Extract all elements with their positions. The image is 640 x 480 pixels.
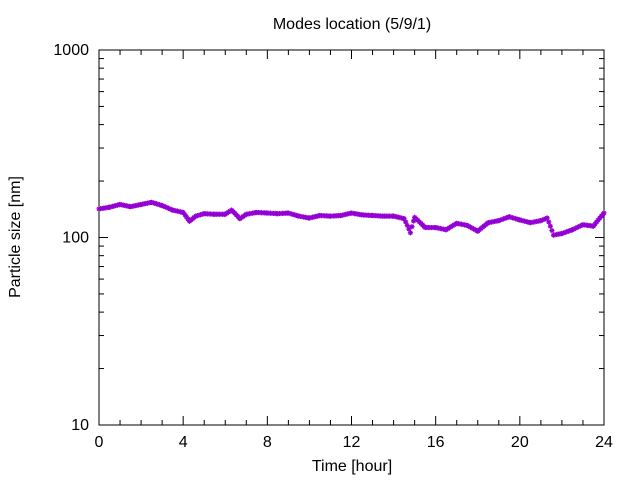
data-point: [541, 216, 547, 222]
data-point: [185, 216, 191, 222]
data-point: [538, 218, 544, 224]
data-point: [165, 205, 172, 211]
data-point: [401, 216, 407, 222]
y-axis-label: Particle size [nm]: [7, 176, 24, 298]
y-tick-label: 1000: [53, 42, 89, 59]
x-tick-label: 24: [595, 434, 613, 451]
data-point: [539, 217, 546, 223]
data-point: [406, 226, 412, 232]
x-tick-label: 8: [263, 434, 272, 451]
data-point: [410, 218, 417, 224]
x-tick-label: 20: [511, 434, 529, 451]
data-point: [549, 227, 555, 234]
data-point: [407, 230, 414, 236]
data-point: [164, 204, 170, 211]
chart-title: Modes location (5/9/1): [273, 16, 431, 33]
data-point: [601, 210, 607, 216]
data-point: [180, 209, 186, 216]
y-tick-label: 10: [71, 417, 89, 434]
data-point: [544, 215, 550, 221]
data-point: [546, 219, 552, 225]
x-tick-label: 4: [179, 434, 188, 451]
data-point: [167, 206, 173, 212]
data-point: [404, 222, 410, 229]
data-point: [409, 224, 415, 230]
data-point: [543, 216, 549, 222]
x-tick-label: 0: [95, 434, 104, 451]
data-point: [590, 223, 597, 229]
data-point: [403, 219, 409, 225]
data-point: [161, 203, 167, 209]
data-point: [182, 211, 188, 218]
y-tick-label: 100: [62, 230, 89, 247]
data-points: [96, 199, 607, 238]
plot-area: [98, 49, 605, 426]
data-point: [159, 202, 165, 209]
x-tick-label: 12: [343, 434, 361, 451]
data-point: [547, 223, 553, 229]
data-point: [183, 214, 189, 220]
x-tick-label: 16: [427, 434, 445, 451]
axis-tick-labels: 0 4 8 12 16 20 24 10 100 1000: [53, 42, 613, 451]
axis-ticks: [98, 49, 605, 426]
data-point: [162, 204, 168, 210]
x-axis-label: Time [hour]: [312, 458, 392, 475]
